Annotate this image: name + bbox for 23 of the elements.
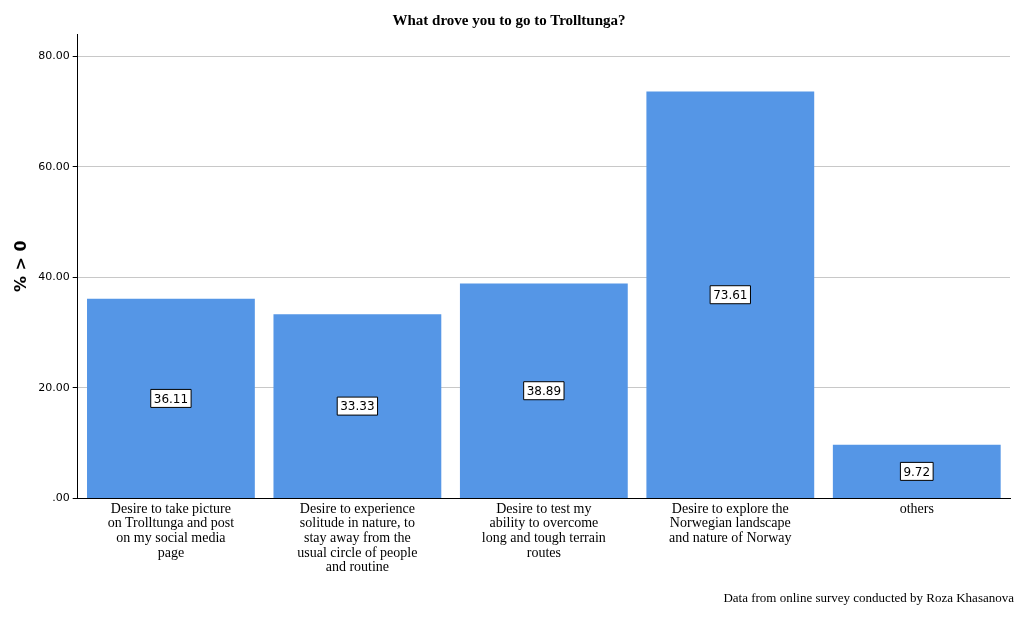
x-tick-label: Desire to test my ability to overcome long and tough terrain routes — [481, 500, 606, 560]
bar — [832, 444, 1001, 498]
data-label: 33.33 — [340, 399, 375, 414]
bar — [646, 91, 815, 498]
x-tick-label: others — [899, 500, 934, 516]
bar — [459, 283, 628, 498]
x-tick-label: Desire to experience solitude in nature, to stay away from the usual circle of people and routine — [297, 500, 418, 575]
y-tick-label: 40.00 — [38, 270, 70, 284]
data-label: 73.61 — [713, 287, 748, 302]
x-tick-label: Desire to take picture on Trolltunga and post on my social media page — [107, 500, 235, 560]
x-tick-label: Desire to explore the Norwegian landscape and nature of Norway — [669, 500, 792, 545]
y-axis-title: % > 0 — [10, 240, 30, 293]
bar — [87, 298, 255, 498]
data-label: 38.89 — [526, 383, 562, 398]
y-tick-label: 20.00 — [38, 380, 70, 394]
y-tick-label: 80.00 — [38, 48, 70, 62]
data-label: 36.11 — [153, 391, 189, 406]
bar — [273, 314, 442, 498]
y-tick-label: .00 — [52, 491, 70, 505]
data-label: 9.72 — [903, 464, 931, 479]
chart-title: What drove you to go to Trolltunga? — [392, 11, 626, 28]
text: Data from online survey conducted by Roza Khasanova — [723, 590, 1014, 606]
y-tick-label: 60.00 — [38, 159, 70, 173]
